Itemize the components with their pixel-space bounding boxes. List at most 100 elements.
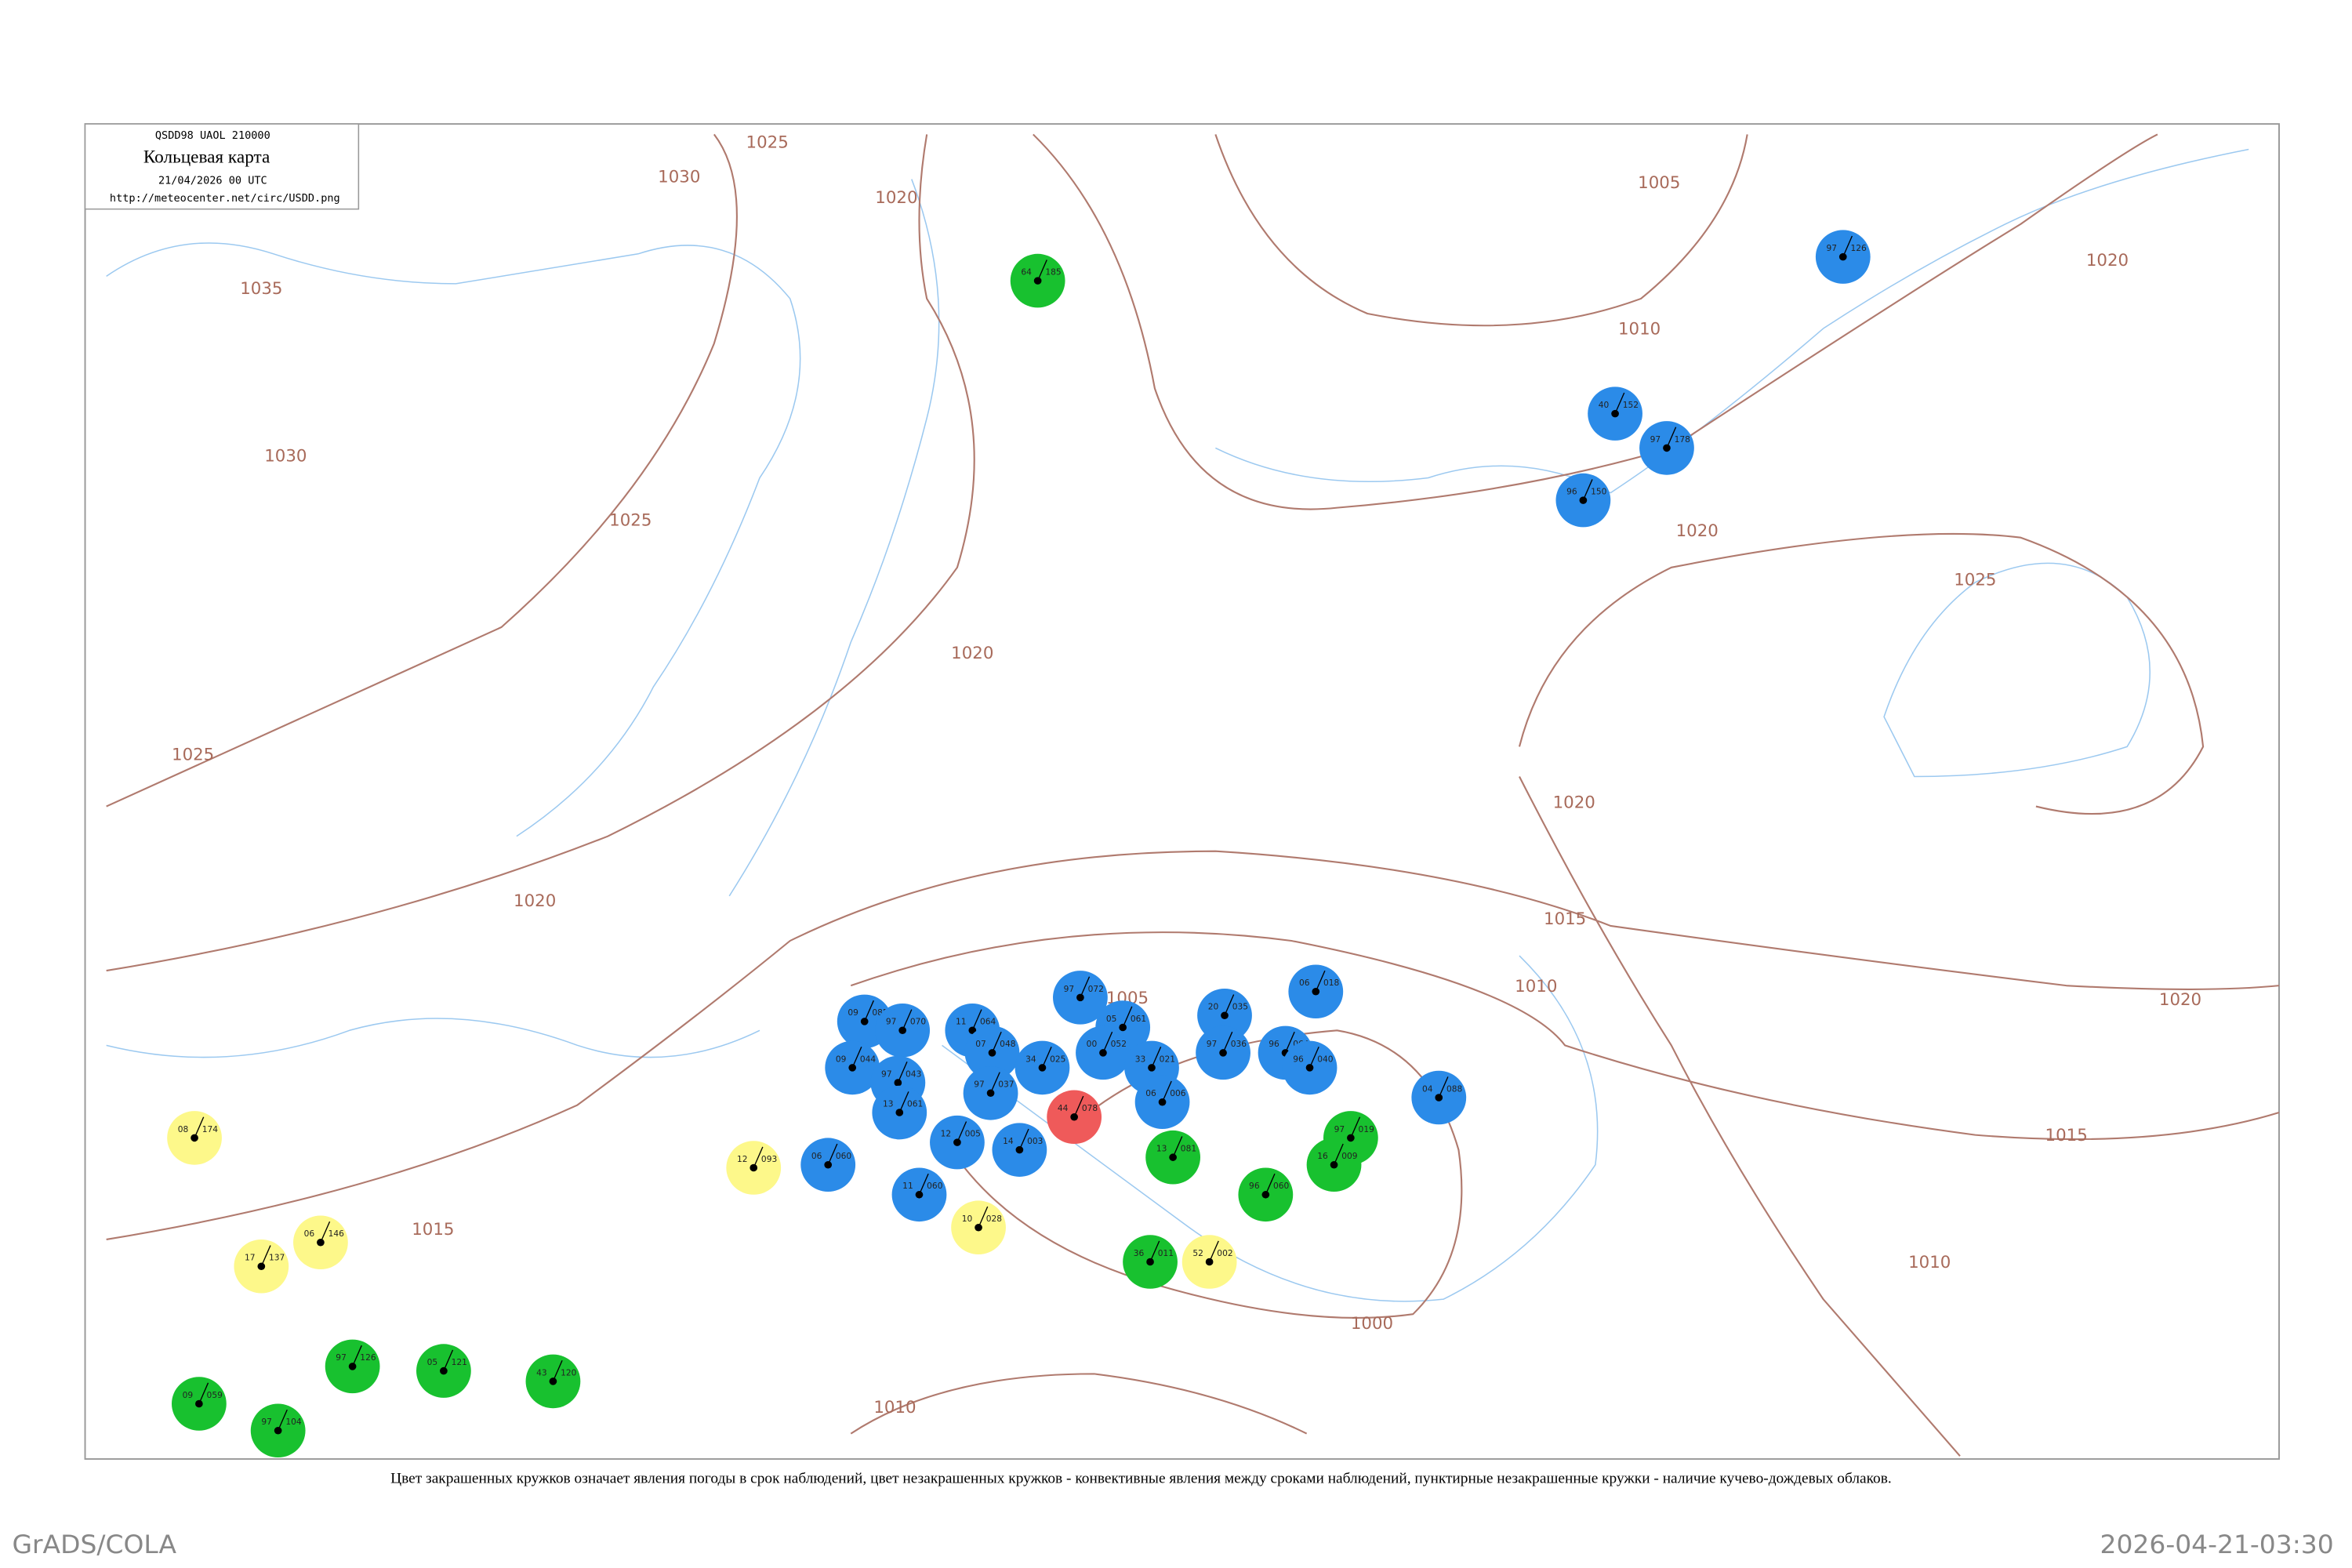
isobar-label: 1010 — [873, 1397, 916, 1417]
wind-barb — [753, 1146, 764, 1168]
station-pressure: 064 — [980, 1018, 996, 1027]
station-pressure: 019 — [1359, 1125, 1374, 1134]
station-temp: 97 — [886, 1018, 897, 1027]
isobar-label: 1010 — [1618, 319, 1661, 339]
isobar-label: 1020 — [1553, 793, 1595, 812]
station-pressure: 060 — [836, 1152, 852, 1161]
station-temp: 16 — [1317, 1152, 1328, 1161]
wind-barb — [898, 1091, 909, 1113]
wind-barb — [1222, 1031, 1233, 1054]
header-time: 21/04/2026 00 UTC — [158, 175, 267, 187]
station: 120 43 — [525, 1354, 581, 1409]
station-pressure: 104 — [285, 1417, 302, 1427]
station-temp: 11 — [956, 1018, 967, 1027]
station-temp: 97 — [974, 1080, 985, 1090]
station-temp: 97 — [881, 1069, 892, 1079]
station: 072 97 — [1053, 971, 1108, 1025]
station-temp: 96 — [1269, 1040, 1279, 1049]
station-pressure: 044 — [860, 1054, 877, 1064]
wind-barb — [1666, 426, 1677, 448]
station-pressure: 060 — [1273, 1181, 1290, 1191]
station: 146 06 — [293, 1215, 348, 1270]
station: 088 04 — [1411, 1070, 1467, 1125]
station-temp: 20 — [1208, 1003, 1219, 1012]
station-temp: 09 — [183, 1391, 194, 1400]
wind-barb — [1438, 1076, 1449, 1098]
wind-barb — [320, 1221, 331, 1243]
wind-barb — [956, 1121, 967, 1143]
isobar-label: 1000 — [1351, 1313, 1393, 1333]
station-dot — [1146, 1258, 1154, 1266]
station-temp: 00 — [1087, 1040, 1098, 1049]
isobar-label: 1010 — [1908, 1252, 1951, 1272]
station: 060 96 — [1238, 1167, 1294, 1222]
wind-barb — [278, 1409, 288, 1432]
station-temp: 44 — [1058, 1104, 1069, 1113]
station-pressure: 059 — [207, 1391, 223, 1400]
wind-barb — [198, 1382, 209, 1404]
wind-barb — [918, 1173, 929, 1196]
software-label: GrADS/COLA — [13, 1530, 177, 1559]
station: 152 40 — [1588, 387, 1642, 441]
isobar-label: 1030 — [264, 446, 307, 466]
header-title: Кольцевая карта — [143, 147, 270, 167]
station-pressure: 061 — [1131, 1014, 1146, 1024]
station-pressure: 037 — [998, 1080, 1014, 1090]
station-temp: 05 — [1106, 1014, 1117, 1024]
wind-barb — [989, 1072, 1000, 1094]
wind-barb — [1308, 1046, 1319, 1069]
station: 104 97 — [250, 1403, 306, 1458]
wind-barb — [260, 1245, 271, 1267]
station: 121 05 — [416, 1344, 471, 1398]
station-dot — [1158, 1098, 1167, 1106]
station-pressure: 060 — [927, 1181, 943, 1191]
station-pressure: 120 — [561, 1368, 577, 1377]
station-temp: 96 — [1249, 1181, 1260, 1191]
station-pressure: 150 — [1591, 488, 1607, 497]
isobars — [106, 133, 2280, 1457]
header-box: QSDD98 UAOL 210000 Кольцевая карта 21/04… — [84, 123, 360, 210]
station: 036 97 — [1196, 1025, 1250, 1080]
header-frame — [84, 123, 360, 210]
station-temp: 33 — [1135, 1054, 1146, 1064]
station: 048 07 — [964, 1025, 1020, 1080]
station-pressure: 002 — [1217, 1249, 1232, 1258]
station-pressure: 072 — [1088, 985, 1104, 994]
caption: Цвет закрашенных кружков означает явлени… — [390, 1471, 1892, 1487]
station: 078 44 — [1047, 1090, 1102, 1145]
wind-barb — [351, 1345, 362, 1367]
isobar-label: 1020 — [1676, 521, 1719, 540]
station-pressure: 121 — [452, 1358, 467, 1367]
wind-barb — [552, 1359, 563, 1382]
station: 006 06 — [1134, 1075, 1190, 1129]
station: 025 34 — [1014, 1040, 1070, 1095]
station-pressure: 081 — [1181, 1145, 1196, 1154]
wind-barb — [1102, 1031, 1113, 1054]
rivers — [106, 148, 2249, 1302]
map-frame — [84, 123, 2280, 1460]
wind-barb — [194, 1116, 205, 1138]
wind-barb — [1224, 994, 1235, 1016]
wind-barb — [1350, 1116, 1361, 1138]
station-pressure: 185 — [1045, 268, 1061, 278]
station: 150 96 — [1555, 473, 1611, 528]
station-temp: 06 — [1299, 978, 1310, 988]
station-pressure: 178 — [1675, 435, 1690, 445]
station: 174 08 — [167, 1111, 222, 1165]
station-temp: 34 — [1025, 1054, 1036, 1064]
station-pressure: 174 — [202, 1125, 219, 1134]
timestamp: 2026-04-21-03:30 — [2100, 1530, 2334, 1559]
station-temp: 36 — [1134, 1249, 1145, 1258]
isobar-label: 1015 — [1544, 909, 1586, 928]
station-pressure: 040 — [1317, 1054, 1334, 1064]
station-temp: 14 — [1003, 1137, 1014, 1146]
station: 044 09 — [825, 1040, 880, 1095]
wind-barb — [1209, 1240, 1219, 1262]
wind-barb — [1315, 970, 1326, 993]
station-dot — [824, 1160, 833, 1169]
station-temp: 13 — [1156, 1145, 1167, 1154]
station: 137 17 — [234, 1239, 289, 1294]
station-pressure: 085 — [872, 1008, 887, 1018]
station-temp: 11 — [902, 1181, 913, 1191]
